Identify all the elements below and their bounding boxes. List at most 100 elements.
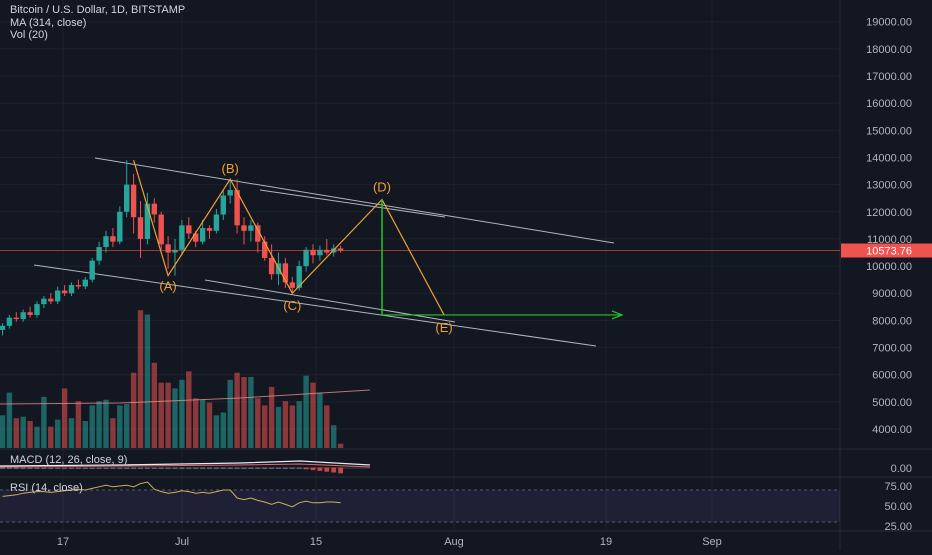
price-tick-label: 6000.00 <box>872 370 912 382</box>
candle-body <box>20 312 26 320</box>
price-tick-label: 12000.00 <box>866 207 912 219</box>
macd-histogram-bar <box>269 467 274 469</box>
macd-histogram-bar <box>200 467 205 469</box>
macd-histogram-bar <box>289 467 295 469</box>
rsi-line <box>2 481 341 508</box>
candle-body <box>89 260 95 280</box>
rsi-tick-label: 25.00 <box>884 521 912 533</box>
macd-histogram-bar <box>41 467 47 469</box>
pattern-point-label: (A) <box>159 279 176 294</box>
macd-histogram-bar <box>324 467 330 472</box>
volume-bar <box>110 418 116 448</box>
candle-body <box>296 266 302 288</box>
time-tick-label: 15 <box>310 536 322 548</box>
macd-histogram-bar <box>331 467 337 473</box>
volume-bar <box>165 382 171 448</box>
candle-body <box>34 304 40 315</box>
candle-body <box>220 195 226 215</box>
ma-indicator-label[interactable]: MA (314, close) <box>10 16 87 29</box>
candle-body <box>234 190 240 226</box>
volume-bar <box>206 402 213 448</box>
candle-body <box>75 285 82 287</box>
candle-body <box>137 217 144 239</box>
rsi-tick-label: 75.00 <box>884 481 912 493</box>
volume-bar <box>103 399 109 448</box>
macd-histogram-bar <box>131 467 136 469</box>
candle-body <box>193 233 199 242</box>
rsi-indicator-label[interactable]: RSI (14, close) <box>10 482 83 494</box>
candle-body <box>255 225 261 242</box>
macd-histogram-bar <box>283 467 288 469</box>
symbol-title[interactable]: Bitcoin / U.S. Dollar, 1D, BITSTAMP <box>10 4 186 16</box>
candle-body <box>27 312 33 315</box>
candle-body <box>82 279 88 287</box>
candle-body <box>227 190 233 196</box>
volume-bar <box>137 310 144 448</box>
macd-histogram-bar <box>13 467 19 469</box>
price-tick-label: 18000.00 <box>866 44 912 56</box>
time-tick-label: Aug <box>444 536 464 548</box>
macd-histogram-bar <box>138 467 143 469</box>
macd-histogram-bar <box>110 467 116 469</box>
candle-body <box>151 203 157 215</box>
candle-body <box>241 225 247 231</box>
price-tick-label: 14000.00 <box>866 152 912 164</box>
macd-indicator-label[interactable]: MACD (12, 26, close, 9) <box>10 454 128 466</box>
macd-histogram-bar <box>241 467 247 469</box>
volume-bar <box>61 388 68 448</box>
macd-histogram-bar <box>7 467 12 469</box>
macd-histogram-bar <box>117 467 123 469</box>
time-tick-label: 19 <box>600 536 612 548</box>
volume-bar <box>179 379 185 448</box>
volume-bar <box>337 443 344 448</box>
volume-bar <box>48 426 54 448</box>
macd-histogram-bar <box>0 467 5 469</box>
macd-histogram-bar <box>96 467 102 469</box>
volume-indicator-label[interactable]: Vol (20) <box>10 29 48 41</box>
candle-body <box>179 225 185 250</box>
volume-bar <box>89 405 95 448</box>
candle-body <box>144 203 151 239</box>
candle-body <box>41 298 47 305</box>
candle-body <box>117 211 123 242</box>
macd-histogram-bar <box>69 467 74 469</box>
volume-bar <box>20 416 26 448</box>
volume-bar <box>213 415 220 448</box>
volume-bar <box>310 382 316 448</box>
price-tick-label: 10000.00 <box>866 261 912 273</box>
chart-legend: Bitcoin / U.S. Dollar, 1D, BITSTAMP MA (… <box>10 4 185 42</box>
candle-body <box>55 290 61 302</box>
candle-body <box>337 248 344 251</box>
volume-bar <box>234 372 240 448</box>
macd-histogram-bar <box>20 467 26 469</box>
price-tick-label: 9000.00 <box>872 288 912 300</box>
time-tick-label: Sep <box>702 536 722 548</box>
candle-body <box>213 214 220 231</box>
volume-bar <box>27 421 33 448</box>
macd-histogram-bar <box>55 467 61 469</box>
rsi-tick-label: 50.00 <box>884 501 912 513</box>
candle-body <box>172 249 178 253</box>
candle-body <box>110 236 116 242</box>
candle-body <box>48 298 54 302</box>
candle-body <box>268 257 275 275</box>
volume-bar <box>324 405 330 448</box>
candle-body <box>165 244 171 253</box>
last-price-value[interactable]: 10573.76 <box>866 246 912 258</box>
candle-body <box>13 317 19 320</box>
volume-bar <box>124 403 130 448</box>
volume-bar <box>144 314 151 448</box>
macd-histogram-bar <box>310 467 316 471</box>
volume-bar <box>255 398 261 448</box>
macd-histogram-bar <box>48 467 54 469</box>
candle-body <box>262 241 268 258</box>
macd-line <box>0 460 371 467</box>
volume-bar <box>296 401 302 448</box>
candle-body <box>0 325 6 330</box>
macd-histogram-bar <box>303 467 309 470</box>
volume-bar <box>227 379 233 448</box>
macd-histogram-bar <box>179 467 185 469</box>
volume-bar <box>172 388 178 448</box>
